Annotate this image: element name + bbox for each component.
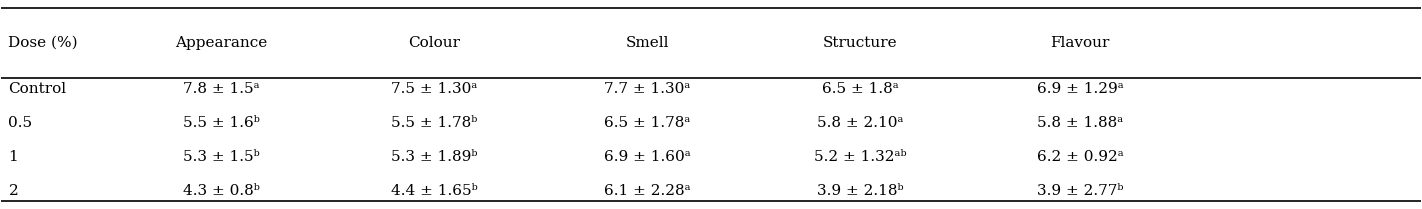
Text: 4.3 ± 0.8ᵇ: 4.3 ± 0.8ᵇ [183,184,260,198]
Text: Structure: Structure [823,36,897,50]
Text: 6.2 ± 0.92ᵃ: 6.2 ± 0.92ᵃ [1037,150,1123,164]
Text: 5.2 ± 1.32ᵃᵇ: 5.2 ± 1.32ᵃᵇ [813,150,906,164]
Text: 5.3 ± 1.5ᵇ: 5.3 ± 1.5ᵇ [183,150,260,164]
Text: 5.8 ± 2.10ᵃ: 5.8 ± 2.10ᵃ [816,116,903,130]
Text: 1: 1 [9,150,18,164]
Text: 5.8 ± 1.88ᵃ: 5.8 ± 1.88ᵃ [1037,116,1123,130]
Text: 7.7 ± 1.30ᵃ: 7.7 ± 1.30ᵃ [604,82,690,96]
Text: 2: 2 [9,184,18,198]
Text: 6.1 ± 2.28ᵃ: 6.1 ± 2.28ᵃ [604,184,691,198]
Text: 7.8 ± 1.5ᵃ: 7.8 ± 1.5ᵃ [183,82,260,96]
Text: 7.5 ± 1.30ᵃ: 7.5 ± 1.30ᵃ [391,82,478,96]
Text: 3.9 ± 2.77ᵇ: 3.9 ± 2.77ᵇ [1037,184,1123,198]
Text: Dose (%): Dose (%) [9,36,78,50]
Text: Smell: Smell [626,36,668,50]
Text: 5.5 ± 1.78ᵇ: 5.5 ± 1.78ᵇ [391,116,478,130]
Text: Flavour: Flavour [1051,36,1109,50]
Text: Control: Control [9,82,67,96]
Text: 6.9 ± 1.29ᵃ: 6.9 ± 1.29ᵃ [1037,82,1123,96]
Text: 6.5 ± 1.78ᵃ: 6.5 ± 1.78ᵃ [604,116,690,130]
Text: 4.4 ± 1.65ᵇ: 4.4 ± 1.65ᵇ [391,184,478,198]
Text: 6.5 ± 1.8ᵃ: 6.5 ± 1.8ᵃ [822,82,899,96]
Text: 6.9 ± 1.60ᵃ: 6.9 ± 1.60ᵃ [604,150,691,164]
Text: 3.9 ± 2.18ᵇ: 3.9 ± 2.18ᵇ [816,184,903,198]
Text: Colour: Colour [408,36,461,50]
Text: Appearance: Appearance [175,36,267,50]
Text: 5.3 ± 1.89ᵇ: 5.3 ± 1.89ᵇ [391,150,478,164]
Text: 0.5: 0.5 [9,116,33,130]
Text: 5.5 ± 1.6ᵇ: 5.5 ± 1.6ᵇ [183,116,260,130]
